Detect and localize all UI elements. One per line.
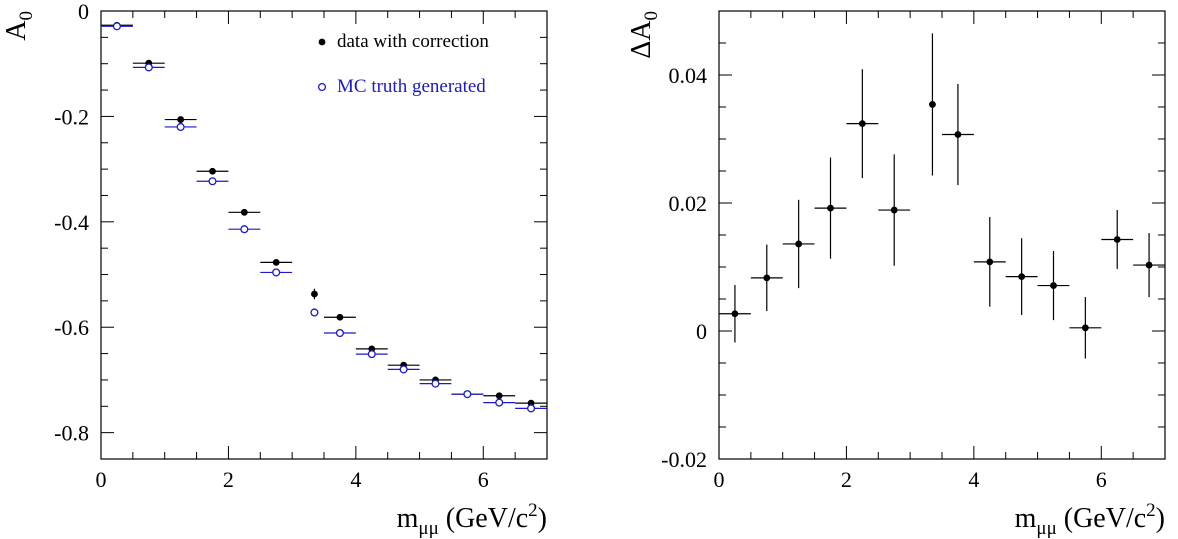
data-point	[731, 310, 739, 318]
x-tick-label: 2	[223, 467, 234, 492]
y-tick-label: -0.4	[54, 210, 89, 235]
y-tick-label: 0	[78, 0, 89, 24]
data-point	[336, 313, 344, 321]
data-point	[240, 225, 249, 234]
data-point	[1081, 324, 1089, 332]
data-point	[431, 379, 440, 388]
legend-marker	[318, 38, 326, 46]
data-point	[209, 167, 216, 175]
plot-right: 0 2 4 6 -0.02 0 0.02 0.04 mμμ (GeV/c2) ΔA0	[626, 10, 1166, 539]
legend-marker	[317, 82, 327, 92]
y-axis-title: ΔA0	[626, 11, 662, 59]
data-point	[858, 120, 866, 128]
y-tick-label: 0.02	[669, 191, 708, 216]
data-point	[527, 404, 536, 413]
series-0	[719, 33, 1165, 359]
data-point	[310, 308, 319, 317]
data-point	[272, 268, 281, 277]
y-tick-label: -0.2	[54, 104, 89, 129]
y-axis-title: A0	[1, 11, 37, 41]
series-1	[101, 22, 547, 413]
data-point	[827, 204, 834, 212]
data-point	[144, 63, 153, 72]
legend: data with correction MC truth generated	[317, 31, 489, 97]
x-tick-label: 6	[478, 467, 489, 492]
legend-label: data with correction	[337, 31, 489, 52]
plot-left: 0 2 4 6 0 -0.2 -0.4 -0.6 -0.8 mμμ (GeV/c2) A0 data …	[1, 0, 548, 539]
data-point	[176, 122, 185, 132]
y-tick-label: -0.6	[54, 315, 89, 340]
data-point	[177, 116, 185, 123]
x-tick-label: 4	[350, 467, 361, 492]
x-tick-label: 0	[714, 467, 725, 492]
y-tick-label: -0.02	[661, 447, 707, 472]
data-point	[1018, 273, 1026, 280]
data-point	[1050, 282, 1057, 289]
data-point	[929, 101, 936, 108]
y-tick-label: 0.04	[669, 63, 708, 88]
x-tick-label: 6	[1096, 467, 1107, 492]
x-tick-label: 0	[96, 467, 107, 492]
data-point	[240, 208, 248, 216]
data-point	[795, 240, 803, 248]
y-tick-label: -0.8	[54, 421, 89, 446]
data-point	[208, 177, 217, 186]
data-point	[1145, 261, 1153, 269]
data-point	[367, 350, 376, 359]
x-tick-label: 2	[841, 467, 852, 492]
x-axis-title: mμμ (GeV/c2)	[397, 500, 547, 539]
x-tick-label: 4	[968, 467, 979, 492]
data-point	[495, 392, 503, 400]
y-tick-label: 0	[696, 319, 707, 344]
data-point	[763, 274, 771, 282]
data-point	[311, 290, 318, 298]
plot-frame	[718, 10, 1166, 460]
data-point	[272, 259, 280, 266]
data-point	[399, 365, 408, 374]
data-point	[112, 22, 121, 31]
x-axis-title: mμμ (GeV/c2)	[1015, 500, 1165, 539]
data-point	[495, 398, 504, 407]
data-point	[890, 206, 898, 214]
data-point	[954, 131, 962, 138]
data-point	[986, 258, 994, 266]
data-point	[463, 390, 472, 399]
legend-label: MC truth generated	[337, 76, 486, 97]
data-point	[1113, 236, 1121, 243]
data-point	[335, 328, 344, 338]
